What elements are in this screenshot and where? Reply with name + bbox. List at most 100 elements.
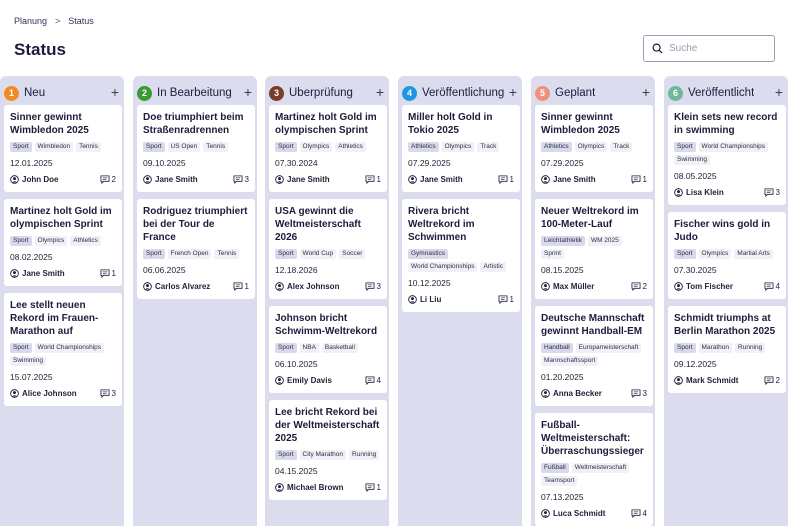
author-name: John Doe: [22, 175, 59, 184]
add-card-icon[interactable]: +: [508, 84, 517, 100]
author-name: Jane Smith: [287, 175, 330, 184]
card-tags: Sport World Cup Soccer: [275, 249, 381, 259]
comments-count[interactable]: 2: [100, 175, 116, 184]
card-footer: Tom Fischer 4: [674, 280, 780, 293]
comments-number: 4: [376, 376, 381, 385]
comments-count[interactable]: 3: [100, 389, 116, 398]
search-icon: [652, 43, 663, 54]
comments-count[interactable]: 1: [498, 295, 514, 304]
comments-count[interactable]: 2: [764, 376, 780, 385]
author-name: Jane Smith: [420, 175, 463, 184]
comments-count[interactable]: 3: [365, 282, 381, 291]
comments-count[interactable]: 1: [365, 175, 381, 184]
article-card[interactable]: Martinez holt Gold im olympischen Sprint…: [269, 105, 387, 192]
article-card[interactable]: Lee bricht Rekord bei der Weltmeistersch…: [269, 400, 387, 500]
comments-count[interactable]: 4: [631, 509, 647, 518]
card-tags: Sport Olympics Athletics: [10, 236, 116, 246]
user-icon: [10, 175, 19, 184]
article-card[interactable]: Martinez holt Gold im olympischen Sprint…: [4, 199, 122, 286]
card-title: Sinner gewinnt Wimbledon 2025: [541, 112, 620, 136]
card-author: Li Liu: [408, 295, 441, 304]
article-card[interactable]: Fischer wins gold in Judo Sport Olympics Ma…: [668, 212, 786, 299]
article-card[interactable]: Sinner gewinnt Wimbledon 2025 Sport Wimble…: [4, 105, 122, 192]
comments-number: 2: [642, 282, 647, 291]
comments-count[interactable]: 1: [631, 175, 647, 184]
card-author: Jane Smith: [10, 269, 65, 278]
tag: Athletics: [70, 236, 101, 246]
user-icon: [10, 389, 19, 398]
card-footer: Jane Smith 3: [143, 173, 249, 186]
author-name: Li Liu: [420, 295, 442, 304]
tag: Weltmeisterschaft: [571, 463, 630, 473]
comments-count[interactable]: 3: [631, 389, 647, 398]
article-card[interactable]: Miller holt Gold in Tokio 2025 Athletics O…: [402, 105, 520, 192]
column-count-badge: 5: [535, 85, 550, 101]
comments-number: 1: [509, 295, 514, 304]
column-title: Veröffentlicht: [688, 87, 755, 99]
breadcrumb-item-planung[interactable]: Planung: [14, 16, 48, 26]
tag: Fußball: [541, 463, 569, 473]
card-date: 06.06.2025: [143, 265, 186, 275]
card-tags: Athletics Olympics Track: [541, 142, 647, 152]
article-card[interactable]: Sinner gewinnt Wimbledon 2025 Athletics Ol…: [535, 105, 653, 192]
card-footer: Li Liu 1: [408, 293, 514, 306]
tag: Olympics: [299, 142, 333, 152]
card-date: 07.29.2025: [541, 158, 584, 168]
comments-number: 1: [244, 282, 249, 291]
card-tags: Gymnastics World Championships Artistic: [408, 249, 514, 272]
card-title: USA gewinnt die Weltmeisterschaft 2026: [275, 206, 361, 243]
tag: Martial Arts: [734, 249, 773, 259]
card-footer: John Doe 2: [10, 173, 116, 186]
article-card[interactable]: Doe triumphiert beim Straßenradrennen Spo…: [137, 105, 255, 192]
tag: Sport: [275, 142, 297, 152]
article-card[interactable]: Schmidt triumphs at Berlin Marathon 2025…: [668, 306, 786, 393]
article-card[interactable]: Johnson bricht Schwimm-Weltrekord Sport NB…: [269, 306, 387, 393]
comments-count[interactable]: 2: [631, 282, 647, 291]
card-footer: Jane Smith 1: [10, 267, 116, 280]
tag: Sport: [10, 343, 32, 353]
article-card[interactable]: Fußball-Weltmeisterschaft: Überraschungs…: [535, 413, 653, 526]
card-title: Miller holt Gold in Tokio 2025: [408, 112, 493, 136]
comments-count[interactable]: 4: [764, 282, 780, 291]
search-box[interactable]: [643, 35, 775, 62]
search-input[interactable]: [669, 43, 759, 54]
author-name: Anna Becker: [553, 389, 602, 398]
comments-count[interactable]: 4: [365, 376, 381, 385]
comments-number: 3: [244, 175, 249, 184]
article-card[interactable]: Neuer Weltrekord im 100-Meter-Lauf Leicht…: [535, 199, 653, 299]
comment-icon: [100, 175, 110, 184]
add-card-icon[interactable]: +: [774, 84, 783, 100]
article-card[interactable]: Lee stellt neuen Rekord im Frauen-Marath…: [4, 293, 122, 406]
article-card[interactable]: Rodriguez triumphiert bei der Tour de Fr…: [137, 199, 255, 299]
add-card-icon[interactable]: +: [641, 84, 650, 100]
tag: French Open: [167, 249, 212, 259]
user-icon: [275, 282, 284, 291]
article-card[interactable]: USA gewinnt die Weltmeisterschaft 2026 Sp…: [269, 199, 387, 299]
tag: Olympics: [34, 236, 68, 246]
comments-number: 1: [642, 175, 647, 184]
user-icon: [541, 509, 550, 518]
add-card-icon[interactable]: +: [110, 84, 119, 100]
article-card[interactable]: Klein sets new record in swimming Sport Wo…: [668, 105, 786, 205]
card-author: Alex Johnson: [275, 282, 339, 291]
card-footer: Jane Smith 1: [541, 173, 647, 186]
breadcrumb-item-status[interactable]: Status: [68, 16, 94, 26]
article-card[interactable]: Rivera bricht Weltrekord im Schwimmen Gym…: [402, 199, 520, 312]
tag: Tennis: [214, 249, 240, 259]
comments-count[interactable]: 1: [365, 483, 381, 492]
card-author: Jane Smith: [143, 175, 198, 184]
card-title: Fußball-Weltmeisterschaft: Überraschungs…: [541, 420, 644, 457]
author-name: Jane Smith: [22, 269, 65, 278]
comments-count[interactable]: 1: [233, 282, 249, 291]
tag: Running: [349, 450, 380, 460]
card-title: Martinez holt Gold im olympischen Sprint: [275, 112, 377, 136]
add-card-icon[interactable]: +: [243, 84, 252, 100]
add-card-icon[interactable]: +: [375, 84, 384, 100]
column-header: 4 Veröffentlichung +: [398, 83, 522, 103]
comments-count[interactable]: 1: [498, 175, 514, 184]
comments-count[interactable]: 1: [100, 269, 116, 278]
user-icon: [674, 188, 683, 197]
article-card[interactable]: Deutsche Mannschaft gewinnt Handball-EM H…: [535, 306, 653, 406]
comments-count[interactable]: 3: [233, 175, 249, 184]
comments-count[interactable]: 3: [764, 188, 780, 197]
